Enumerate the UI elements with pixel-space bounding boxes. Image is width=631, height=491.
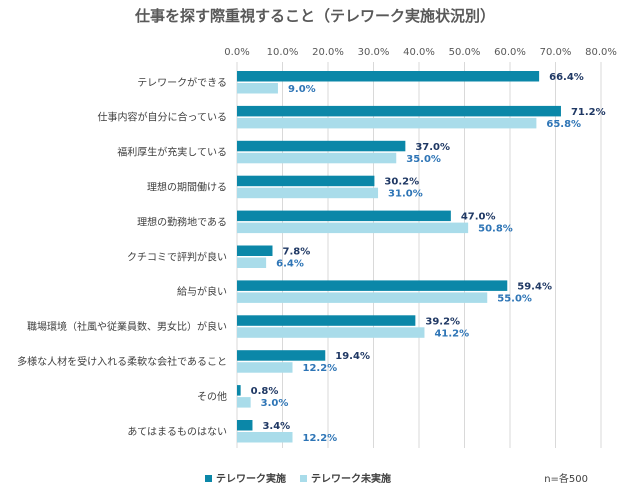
legend-swatch-teleworkers	[205, 475, 212, 482]
category-label: 仕事内容が自分に合っている	[98, 111, 228, 124]
bar-non-teleworkers	[237, 362, 293, 373]
bar-non-teleworkers	[237, 222, 469, 234]
bar-teleworkers	[237, 315, 416, 326]
category-label: あてはまるものはない	[127, 426, 227, 438]
category-label: クチコミで評判が良い	[127, 250, 227, 263]
x-tick-label: 30.0%	[358, 47, 390, 58]
bar-teleworkers	[237, 350, 326, 361]
data-label: 7.8%	[282, 247, 310, 258]
data-label: 35.0%	[406, 154, 441, 165]
bars	[237, 71, 561, 443]
x-tick-label: 70.0%	[540, 47, 572, 58]
data-label: 50.8%	[478, 224, 513, 235]
data-label: 9.0%	[288, 84, 316, 95]
sample-size-note: n=各500	[544, 472, 588, 485]
bar-teleworkers	[237, 105, 561, 117]
bar-non-teleworkers	[237, 432, 293, 443]
data-label: 47.0%	[461, 212, 496, 223]
chart-title: 仕事を探す際重視すること（テレワーク実施状況別）	[134, 7, 495, 25]
x-tick-label: 10.0%	[267, 47, 299, 58]
category-label: 福利厚生が充実している	[117, 146, 227, 159]
x-tick-label: 80.0%	[585, 47, 617, 58]
category-label: 理想の勤務地である	[137, 215, 227, 228]
data-label: 19.4%	[335, 351, 370, 362]
category-label: テレワークができる	[137, 76, 227, 89]
bar-non-teleworkers	[237, 257, 267, 268]
data-label: 6.4%	[276, 259, 304, 270]
category-label: その他	[197, 390, 227, 403]
data-labels: 66.4% 9.0% 71.2%65.8% 37.0%35.0% 30.2%31.0% 4…	[251, 72, 606, 444]
bar-teleworkers	[237, 140, 406, 152]
bar-non-teleworkers	[237, 397, 251, 408]
bar-non-teleworkers	[237, 292, 488, 303]
legend-label-teleworkers: テレワーク実施	[216, 472, 286, 485]
legend-label-non-teleworkers: テレワーク未実施	[311, 472, 391, 485]
data-label: 39.2%	[425, 316, 460, 327]
data-label: 71.2%	[571, 107, 606, 118]
category-label: 給与が良い	[177, 285, 227, 298]
bar-teleworkers	[237, 420, 253, 431]
data-label: 66.4%	[549, 72, 584, 83]
x-tick-label: 50.0%	[449, 47, 481, 58]
x-tick-label: 20.0%	[312, 47, 344, 58]
data-label: 37.0%	[415, 142, 450, 153]
legend-swatch-non-teleworkers	[300, 475, 307, 482]
data-label: 3.4%	[262, 421, 290, 432]
x-tick-label: 0.0%	[224, 47, 249, 58]
x-axis-ticks: 0.0% 10.0% 20.0% 30.0% 40.0% 50.0% 60.0% 70.0% 8…	[224, 47, 617, 58]
data-label: 30.2%	[384, 177, 419, 188]
data-label: 3.0%	[261, 398, 289, 409]
bar-non-teleworkers	[237, 83, 278, 94]
bar-non-teleworkers	[237, 152, 397, 164]
bar-teleworkers	[237, 280, 508, 291]
data-label: 0.8%	[251, 386, 279, 397]
data-label: 59.4%	[517, 281, 552, 292]
bar-teleworkers	[237, 245, 273, 256]
data-label: 31.0%	[388, 189, 423, 200]
bar-non-teleworkers	[237, 187, 379, 199]
x-tick-label: 40.0%	[403, 47, 435, 58]
category-label: 多様な人材を受け入れる柔軟な会社であること	[17, 355, 227, 368]
bar-teleworkers	[237, 385, 241, 396]
data-label: 12.2%	[303, 363, 338, 374]
x-tick-label: 60.0%	[494, 47, 526, 58]
data-label: 41.2%	[434, 328, 469, 339]
bar-non-teleworkers	[237, 117, 537, 129]
category-label: 職場環境（社風や従業員数、男女比）が良い	[27, 320, 227, 333]
bar-teleworkers	[237, 175, 375, 187]
category-label: 理想の期間働ける	[147, 180, 227, 193]
bar-teleworkers	[237, 210, 451, 222]
data-label: 65.8%	[546, 119, 581, 130]
bar-non-teleworkers	[237, 327, 425, 338]
legend: テレワーク実施 テレワーク未実施	[205, 472, 391, 485]
data-label: 55.0%	[497, 293, 532, 304]
category-labels: テレワークができる仕事内容が自分に合っている福利厚生が充実している理想の期間働け…	[17, 76, 227, 438]
bar-teleworkers	[237, 71, 540, 82]
data-label: 12.2%	[303, 433, 338, 444]
